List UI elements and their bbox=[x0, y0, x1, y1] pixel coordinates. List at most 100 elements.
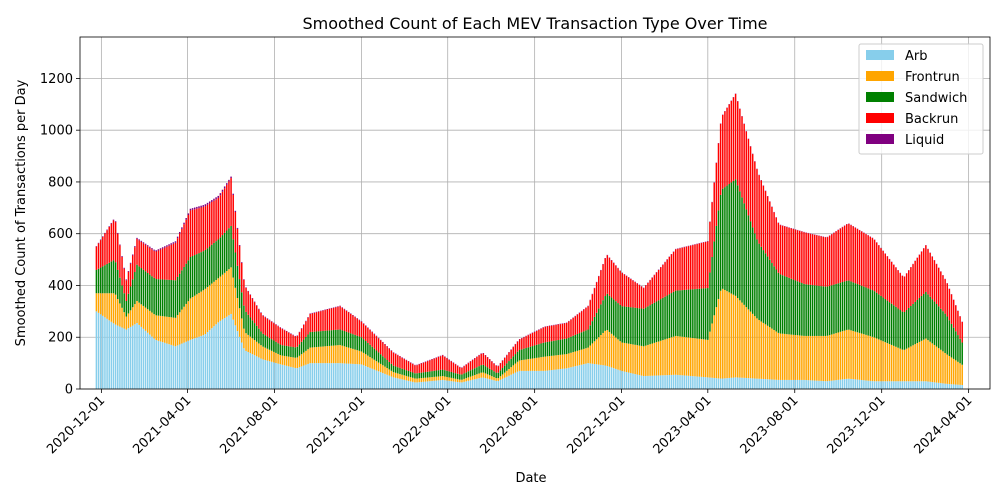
bar-column bbox=[294, 335, 296, 389]
bar-frontrun bbox=[153, 314, 155, 339]
bar-arb bbox=[734, 377, 737, 389]
bar-backrun bbox=[196, 208, 198, 255]
bar-sandwich bbox=[296, 346, 299, 358]
bar-arb bbox=[647, 375, 649, 389]
bar-column bbox=[824, 236, 827, 389]
bar-arb bbox=[775, 379, 777, 389]
bar-sandwich bbox=[422, 372, 425, 378]
bar-column bbox=[910, 266, 912, 389]
bar-arb bbox=[931, 382, 934, 389]
bar-liquid bbox=[157, 249, 160, 251]
bar-column bbox=[127, 271, 130, 389]
bar-frontrun bbox=[835, 333, 837, 381]
bar-backrun bbox=[555, 324, 557, 341]
bar-column bbox=[441, 354, 444, 389]
y-tick-label: 600 bbox=[48, 227, 73, 242]
bar-backrun bbox=[798, 230, 801, 283]
bar-sandwich bbox=[185, 263, 187, 304]
bar-column bbox=[303, 324, 305, 389]
bar-arb bbox=[595, 364, 598, 389]
bar-frontrun bbox=[437, 376, 440, 381]
bar-column bbox=[469, 361, 472, 389]
bar-arb bbox=[572, 366, 574, 389]
bar-column bbox=[352, 315, 354, 389]
bar-sandwich bbox=[888, 302, 891, 345]
bar-arb bbox=[324, 363, 326, 389]
bar-column bbox=[583, 309, 585, 389]
bar-backrun bbox=[296, 336, 299, 347]
bar-backrun bbox=[820, 236, 822, 287]
bar-backrun bbox=[204, 206, 207, 250]
bar-frontrun bbox=[897, 347, 899, 382]
bar-backrun bbox=[486, 357, 489, 368]
bar-liquid bbox=[185, 218, 187, 220]
bar-sandwich bbox=[794, 280, 797, 336]
bar-sandwich bbox=[824, 286, 827, 336]
bar-column bbox=[542, 327, 544, 389]
bar-sandwich bbox=[559, 339, 562, 355]
bar-column bbox=[176, 236, 179, 389]
bar-frontrun bbox=[339, 345, 341, 364]
bar-liquid bbox=[129, 262, 132, 264]
bar-backrun bbox=[683, 247, 686, 290]
bar-frontrun bbox=[854, 331, 857, 380]
bar-sandwich bbox=[322, 330, 324, 347]
y-axis-label: Smoothed Count of Transactions per Day bbox=[14, 79, 29, 346]
legend-swatch-arb bbox=[866, 50, 894, 60]
bar-sandwich bbox=[801, 283, 803, 336]
bar-backrun bbox=[843, 225, 846, 282]
bar-sandwich bbox=[125, 301, 128, 317]
bar-backrun bbox=[328, 308, 331, 331]
bar-column bbox=[533, 331, 536, 389]
bar-column bbox=[253, 301, 256, 389]
bar-arb bbox=[300, 366, 303, 389]
bar-backrun bbox=[831, 234, 833, 286]
bar-liquid bbox=[213, 198, 215, 201]
bar-liquid bbox=[131, 254, 134, 256]
bar-sandwich bbox=[136, 264, 138, 301]
bar-column bbox=[149, 246, 151, 389]
bar-frontrun bbox=[317, 346, 320, 364]
bar-sandwich bbox=[181, 270, 183, 310]
bar-backrun bbox=[856, 228, 859, 285]
bar-backrun bbox=[131, 255, 134, 280]
bar-liquid bbox=[95, 246, 98, 247]
bar-backrun bbox=[927, 249, 929, 295]
bar-frontrun bbox=[952, 358, 955, 385]
bar-arb bbox=[816, 380, 818, 389]
bar-column bbox=[882, 250, 884, 389]
bar-arb bbox=[903, 381, 906, 389]
bar-sandwich bbox=[591, 321, 594, 344]
bar-column bbox=[550, 325, 553, 389]
bar-sandwich bbox=[104, 265, 106, 294]
bar-backrun bbox=[719, 123, 722, 195]
bar-arb bbox=[99, 314, 102, 389]
bar-arb bbox=[890, 381, 893, 389]
bar-arb bbox=[146, 332, 149, 389]
bar-sandwich bbox=[944, 313, 946, 353]
bar-arb bbox=[805, 380, 807, 389]
bar-backrun bbox=[837, 229, 839, 284]
bar-sandwich bbox=[99, 267, 102, 294]
bar-liquid bbox=[149, 246, 151, 248]
bar-column bbox=[206, 202, 209, 389]
bar-sandwich bbox=[211, 244, 213, 284]
bar-sandwich bbox=[948, 320, 951, 356]
bar-arb bbox=[773, 379, 775, 389]
bar-sandwich bbox=[878, 294, 880, 340]
bar-arb bbox=[478, 378, 480, 389]
bar-backrun bbox=[865, 234, 867, 288]
bar-backrun bbox=[501, 360, 504, 369]
bar-frontrun bbox=[689, 337, 692, 376]
bar-arb bbox=[388, 375, 391, 389]
bar-sandwich bbox=[288, 346, 290, 357]
bar-sandwich bbox=[245, 311, 247, 334]
bar-sandwich bbox=[412, 372, 414, 378]
bar-column bbox=[213, 198, 215, 389]
bar-arb bbox=[612, 368, 615, 389]
bar-sandwich bbox=[512, 356, 515, 366]
bar-arb bbox=[476, 378, 478, 389]
bar-frontrun bbox=[226, 271, 228, 317]
bar-frontrun bbox=[476, 374, 478, 379]
bar-arb bbox=[546, 370, 549, 389]
